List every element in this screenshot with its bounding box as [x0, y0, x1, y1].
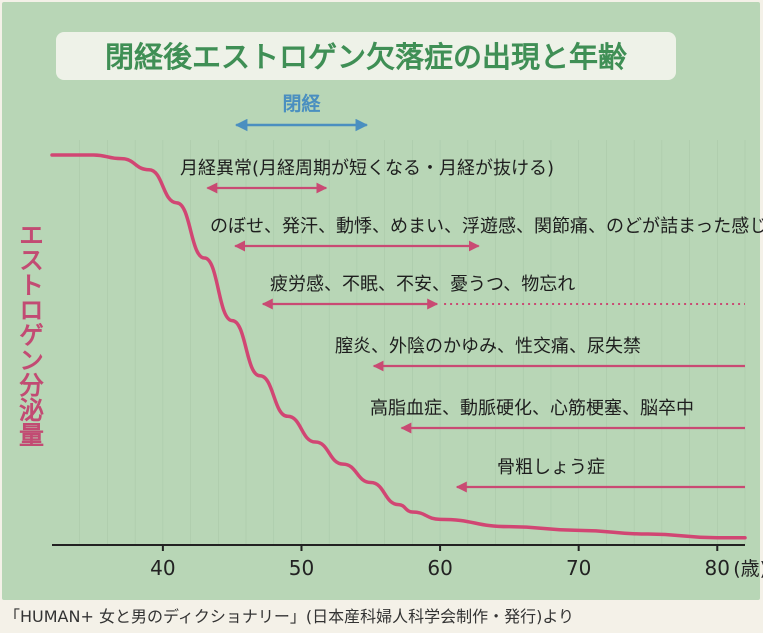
x-tick-label: 80: [705, 556, 730, 580]
chart-svg: 閉経後エストロゲン欠落症の出現と年齢 エストロゲン分泌量 40 50 60 70 80(…: [16, 32, 763, 580]
estrogen-curve-line: [50, 153, 747, 540]
chart-title: 閉経後エストロゲン欠落症の出現と年齢: [105, 40, 628, 74]
x-tick-label: 70: [566, 556, 591, 580]
symptom-ranges: 月経異常(月経周期が短くなる・月経が抜ける) のぼせ、発汗、動悸、めまい、浮遊感、…: [180, 158, 763, 493]
symptom-label: 高脂血症、動脈硬化、心筋梗塞、脳卒中: [370, 398, 694, 419]
source-caption: 「HUMAN+ 女と男のディクショナリー」(日本産科婦人科学会制作・発行)より: [4, 607, 574, 626]
menopause-marker: 閉経: [234, 92, 369, 132]
y-axis-label: エストロゲン分泌量: [16, 222, 45, 447]
x-tick-label: 50: [289, 556, 314, 580]
symptom-label: 膣炎、外陰のかゆみ、性交痛、尿失禁: [335, 336, 641, 357]
symptom-label: のぼせ、発汗、動悸、めまい、浮遊感、関節痛、のどが詰まった感じ: [210, 216, 763, 237]
x-tick-label: 60: [427, 556, 452, 580]
x-tick-labels: 40 50 60 70 80(歳): [150, 545, 763, 580]
x-tick-label: 40: [150, 556, 175, 580]
symptom-label: 月経異常(月経周期が短くなる・月経が抜ける): [180, 158, 554, 179]
y-axis-label-text: エストロゲン分泌量: [16, 222, 45, 447]
estrogen-curve: [50, 153, 747, 540]
symptom-label: 骨粗しょう症: [497, 457, 605, 478]
x-unit-label: (歳): [733, 558, 763, 580]
symptom-label: 疲労感、不眠、不安、憂うつ、物忘れ: [270, 274, 575, 295]
title-banner: [56, 32, 676, 80]
menopause-label: 閉経: [282, 92, 321, 115]
